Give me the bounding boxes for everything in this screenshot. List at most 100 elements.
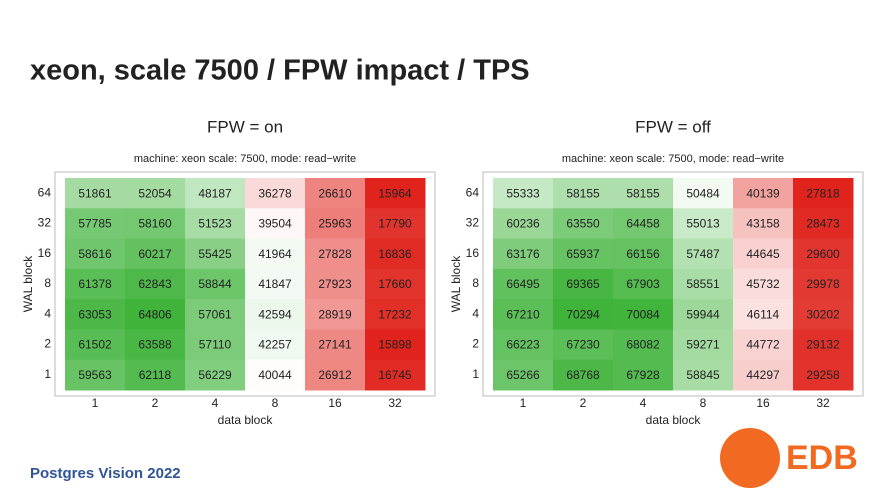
cell-label: 66495: [506, 277, 540, 291]
cell-label: 17660: [378, 277, 412, 291]
heat-cell: [793, 329, 854, 361]
cell-label: 27923: [318, 277, 352, 291]
cell-label: 15964: [378, 186, 412, 200]
cell-label: 26610: [318, 186, 352, 200]
cell-label: 61378: [78, 277, 112, 291]
cell-label: 26912: [318, 368, 352, 382]
heat-cell: [793, 238, 854, 270]
cell-label: 67230: [566, 338, 600, 352]
chart-subtitle: machine: xeon scale: 7500, mode: read−wr…: [562, 153, 784, 165]
y-tick-label: 64: [38, 185, 52, 199]
heat-cell: [613, 299, 674, 330]
cell-label: 42257: [258, 338, 292, 352]
slide-title: xeon, scale 7500 / FPW impact / TPS: [30, 55, 530, 87]
cell-label: 42594: [258, 307, 292, 321]
cell-label: 44297: [746, 368, 780, 382]
heat-cell: [125, 208, 186, 240]
heat-cell: [365, 329, 426, 361]
cell-label: 63176: [506, 247, 540, 261]
heat-cell: [245, 208, 306, 240]
cell-label: 27141: [318, 338, 352, 352]
heat-cell: [733, 268, 794, 300]
heat-cell: [305, 299, 366, 330]
heat-cell: [125, 299, 186, 330]
cell-label: 29258: [806, 368, 840, 382]
footer: Postgres Vision 2022: [30, 465, 181, 482]
heat-cell: [493, 208, 554, 240]
cell-label: 64458: [626, 217, 660, 231]
y-tick-label: 1: [44, 367, 51, 381]
cell-label: 43158: [746, 217, 780, 231]
cell-label: 63550: [566, 217, 600, 231]
cell-label: 58155: [566, 186, 600, 200]
y-tick-label: 8: [44, 276, 51, 290]
cell-label: 50484: [686, 186, 720, 200]
cell-label: 36278: [258, 186, 292, 200]
x-axis-label: data block: [218, 413, 274, 427]
cell-label: 28473: [806, 217, 840, 231]
cell-label: 62843: [138, 277, 172, 291]
heat-cell: [673, 208, 734, 240]
y-tick-label: 2: [472, 337, 479, 351]
heat-cell: [365, 299, 426, 330]
y-tick-label: 1: [472, 367, 479, 381]
cell-label: 70294: [566, 307, 600, 321]
heat-cell: [305, 208, 366, 240]
cell-label: 57110: [199, 338, 232, 352]
cell-label: 65266: [506, 368, 540, 382]
heat-cell: [613, 329, 674, 361]
heat-cell: [305, 359, 366, 391]
heat-cell: [673, 359, 734, 391]
cell-label: 41964: [258, 247, 292, 261]
heat-cell: [65, 359, 126, 391]
cell-label: 51523: [198, 217, 232, 231]
heat-cell: [305, 178, 366, 209]
cell-label: 39504: [258, 217, 292, 231]
heat-cell: [65, 208, 126, 240]
cell-label: 61502: [78, 338, 112, 352]
cell-label: 28919: [318, 307, 352, 321]
heat-cell: [125, 359, 186, 391]
x-tick-label: 4: [212, 396, 219, 410]
x-tick-label: 2: [580, 396, 587, 410]
heat-cell: [365, 208, 426, 240]
cell-label: 65937: [566, 247, 600, 261]
cell-label: 16745: [378, 368, 412, 382]
cell-label: 67210: [506, 307, 540, 321]
cell-label: 70084: [626, 307, 660, 321]
heat-cell: [793, 178, 854, 209]
cell-label: 58845: [686, 368, 720, 382]
heat-cell: [553, 359, 614, 391]
cell-label: 51861: [78, 186, 112, 200]
y-tick-label: 16: [466, 246, 480, 260]
cell-label: 59563: [78, 368, 112, 382]
cell-label: 56229: [198, 368, 232, 382]
heat-cell: [185, 329, 246, 361]
chart-subtitle: machine: xeon scale: 7500, mode: read−wr…: [134, 153, 356, 165]
heat-cell: [365, 238, 426, 270]
cell-label: 15898: [378, 338, 412, 352]
heat-cell: [673, 238, 734, 270]
heat-cell: [493, 178, 554, 209]
cell-label: 68082: [626, 338, 660, 352]
cell-label: 16836: [378, 247, 412, 261]
heat-cell: [733, 238, 794, 270]
x-axis-label: data block: [646, 413, 702, 427]
cell-label: 44772: [746, 338, 780, 352]
cell-label: 68768: [566, 368, 600, 382]
x-tick-label: 16: [756, 396, 770, 410]
heat-cell: [365, 178, 426, 209]
cell-label: 29978: [806, 277, 840, 291]
cell-label: 58844: [198, 277, 232, 291]
cell-label: 29600: [806, 247, 840, 261]
y-tick-label: 4: [44, 306, 51, 320]
heat-cell: [493, 268, 554, 300]
cell-label: 41847: [258, 277, 292, 291]
heat-cell: [365, 359, 426, 391]
y-tick-label: 16: [38, 246, 52, 260]
logo-text: EDB: [786, 439, 858, 477]
heat-cell: [733, 359, 794, 391]
heat-cell: [553, 238, 614, 270]
heat-cell: [185, 208, 246, 240]
